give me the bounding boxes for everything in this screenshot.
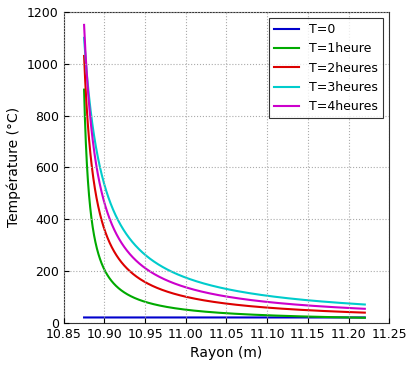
Line: T=4heures: T=4heures bbox=[84, 25, 364, 309]
T=3heures bbox=[201, 281, 206, 286]
T=1heure bbox=[361, 316, 366, 320]
T=3heures bbox=[81, 36, 86, 40]
T=2heures bbox=[361, 310, 366, 315]
T=1heure bbox=[201, 309, 206, 314]
T=0 bbox=[113, 315, 118, 320]
T=0 bbox=[81, 315, 86, 320]
T=2heures bbox=[189, 296, 194, 300]
T=1heure bbox=[356, 316, 361, 320]
Line: T=2heures: T=2heures bbox=[84, 56, 364, 313]
T=2heures bbox=[81, 54, 86, 58]
T=3heures bbox=[130, 240, 135, 245]
T=3heures bbox=[326, 300, 331, 304]
T=4heures bbox=[361, 306, 366, 311]
T=0 bbox=[130, 315, 135, 320]
T=4heures bbox=[81, 23, 86, 27]
T=0 bbox=[361, 315, 366, 320]
T=4heures bbox=[130, 255, 135, 259]
Y-axis label: Température (°C): Température (°C) bbox=[7, 107, 21, 227]
T=3heures bbox=[361, 302, 366, 307]
T=2heures bbox=[356, 310, 361, 315]
T=0 bbox=[356, 315, 361, 320]
Line: T=1heure: T=1heure bbox=[84, 90, 364, 318]
T=4heures bbox=[189, 287, 194, 291]
T=4heures bbox=[356, 306, 361, 311]
T=1heure bbox=[189, 308, 194, 313]
T=0 bbox=[201, 315, 206, 320]
T=3heures bbox=[356, 302, 361, 306]
T=2heures bbox=[113, 252, 118, 257]
T=2heures bbox=[201, 298, 206, 302]
T=0 bbox=[189, 315, 194, 320]
T=1heure bbox=[130, 295, 135, 299]
Legend: T=0, T=1heure, T=2heures, T=3heures, T=4heures: T=0, T=1heure, T=2heures, T=3heures, T=4… bbox=[268, 18, 382, 118]
T=2heures bbox=[130, 272, 135, 276]
T=1heure bbox=[81, 87, 86, 92]
T=4heures bbox=[113, 231, 118, 236]
X-axis label: Rayon (m): Rayon (m) bbox=[190, 346, 262, 360]
T=0 bbox=[326, 315, 331, 320]
T=4heures bbox=[326, 305, 331, 309]
T=2heures bbox=[326, 309, 331, 313]
T=3heures bbox=[189, 277, 194, 282]
T=4heures bbox=[201, 290, 206, 294]
T=3heures bbox=[113, 214, 118, 218]
T=1heure bbox=[113, 284, 118, 288]
Line: T=3heures: T=3heures bbox=[84, 38, 364, 305]
T=1heure bbox=[326, 315, 331, 319]
